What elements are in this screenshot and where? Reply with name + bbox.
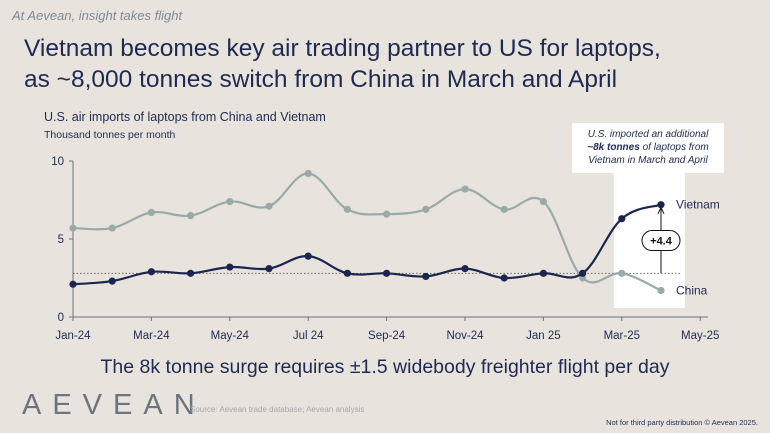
callout-line-3: Vietnam in March and April — [588, 155, 708, 166]
callout-line-1: U.S. imported an additional — [587, 129, 709, 140]
vietnam-data-point — [69, 280, 77, 288]
page-title: Vietnam becomes key air trading partner … — [24, 33, 754, 95]
difference-arrow-head — [657, 206, 665, 214]
chart-y-unit: Thousand tonnes per month — [44, 129, 176, 141]
vietnam-data-point — [343, 269, 351, 277]
china-data-point — [422, 205, 430, 213]
legal-note: Not for third party distribution © Aevea… — [606, 418, 758, 427]
x-tick-label: Jul 24 — [293, 330, 324, 342]
china-series-line — [72, 172, 662, 292]
vietnam-data-point — [108, 277, 116, 285]
x-tick-label: Jan 25 — [526, 330, 561, 342]
vietnam-data-point — [147, 268, 155, 276]
vietnam-data-point — [539, 269, 548, 277]
headline-line-1: Vietnam becomes key air trading partner … — [24, 35, 661, 62]
source-note: Source: Aevean trade database; Aevean an… — [190, 405, 365, 414]
brand-logo: AEVEAN — [22, 389, 206, 421]
y-tick-label: 5 — [58, 234, 64, 246]
vietnam-series-label: Vietnam — [676, 198, 720, 212]
china-data-point — [69, 224, 77, 232]
vietnam-data-point — [579, 269, 587, 277]
callout-line-2: ~8k tonnes of laptops from — [572, 141, 724, 154]
vietnam-data-point — [500, 274, 508, 282]
china-data-point — [187, 212, 195, 220]
china-data-point — [383, 210, 391, 218]
china-data-point — [657, 286, 665, 295]
china-data-point — [539, 197, 548, 206]
vietnam-data-point — [383, 269, 391, 277]
vietnam-data-point — [618, 215, 626, 223]
vietnam-data-point — [422, 272, 430, 281]
china-data-point — [147, 208, 155, 217]
callout-box: U.S. imported an additional ~8k tonnes o… — [572, 123, 724, 173]
tagline: At Aevean, insight takes flight — [12, 8, 183, 23]
china-data-point — [265, 202, 273, 210]
subheadline: The 8k tonne surge requires ±1.5 widebod… — [100, 356, 670, 378]
vietnam-data-point — [657, 201, 665, 209]
vietnam-series-line — [72, 203, 662, 286]
china-data-point — [226, 197, 234, 206]
difference-badge-label: +4.4 — [650, 236, 673, 248]
vietnam-data-point — [187, 269, 195, 277]
china-data-point — [618, 269, 626, 277]
x-tick-label: Nov-24 — [446, 330, 484, 342]
vietnam-data-point — [265, 265, 273, 273]
china-series-label: China — [676, 283, 708, 297]
callout-line-2-rest: of laptops from — [639, 142, 709, 153]
china-data-point — [343, 205, 351, 213]
x-tick-label: Mar-25 — [604, 330, 640, 342]
vietnam-data-point — [226, 263, 234, 271]
vietnam-data-point — [461, 265, 469, 273]
china-data-point — [304, 169, 312, 178]
difference-badge — [641, 230, 681, 252]
y-tick-label: 0 — [58, 312, 64, 324]
y-tick-label: 10 — [51, 156, 64, 168]
x-tick-label: Jan-24 — [55, 330, 91, 342]
x-tick-label: Sep-24 — [368, 330, 406, 342]
china-data-point — [500, 205, 508, 213]
x-tick-label: Mar-24 — [133, 330, 170, 342]
chart-title: U.S. air imports of laptops from China a… — [44, 110, 326, 124]
x-tick-label: May-24 — [211, 330, 250, 342]
vietnam-data-point — [304, 252, 312, 260]
x-tick-label: May-25 — [681, 330, 719, 342]
callout-bold: ~8k tonnes — [587, 142, 640, 153]
china-data-point — [461, 185, 469, 193]
china-data-point — [108, 224, 116, 232]
headline-line-2: as ~8,000 tonnes switch from China in Ma… — [24, 66, 618, 93]
